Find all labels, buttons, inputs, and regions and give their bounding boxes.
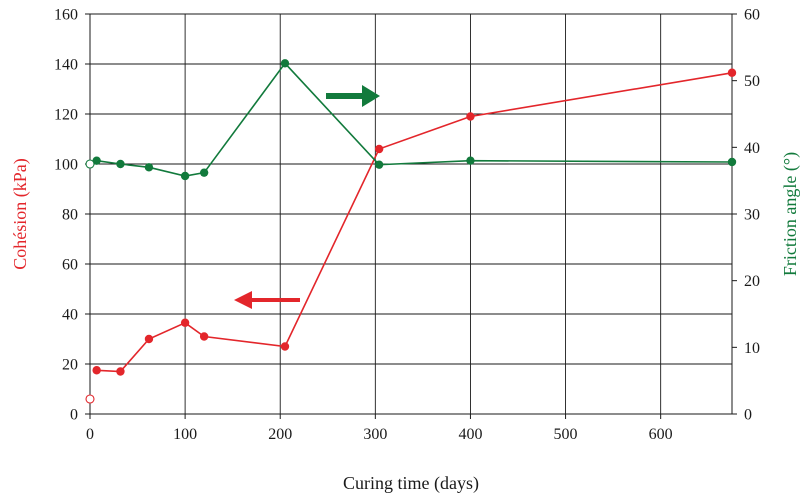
right-tick-label: 40 — [744, 140, 760, 157]
friction-angle-line — [96, 62, 733, 177]
x-tick-label: 600 — [649, 426, 673, 443]
left-tick-label: 80 — [62, 207, 78, 224]
left-axis-label: Cohésion (kPa) — [10, 158, 31, 270]
cohesion-point — [116, 367, 125, 376]
x-tick-label: 0 — [86, 426, 94, 443]
right-tick-label: 60 — [744, 7, 760, 24]
friction-angle-point — [144, 163, 154, 172]
right-tick-label: 0 — [744, 407, 752, 424]
cohesion-point — [92, 366, 101, 375]
cohesion-line — [96, 72, 733, 373]
x-tick-label: 300 — [363, 426, 387, 443]
left-tick-label: 120 — [54, 107, 78, 124]
cohesion-series — [85, 68, 737, 404]
x-tick-label: 400 — [458, 426, 482, 443]
x-tick-label: 500 — [554, 426, 578, 443]
left-tick-label: 0 — [70, 407, 78, 424]
left-tick-label: 20 — [62, 357, 78, 374]
x-tick-label: 200 — [268, 426, 292, 443]
friction-angle-point — [116, 159, 125, 169]
cohesion-point — [280, 342, 290, 351]
cohesion-point — [180, 318, 190, 327]
friction-angle-point — [466, 156, 475, 165]
grid — [90, 14, 732, 414]
cohesion-point — [144, 334, 154, 344]
left-axis-ticks: 0 20 40 60 80 100 120 140 160 — [54, 7, 90, 424]
friction-direction-arrow — [326, 85, 380, 107]
right-axis-label: Friction angle (°) — [780, 152, 801, 276]
right-tick-label: 20 — [744, 273, 760, 290]
left-tick-label: 160 — [54, 7, 78, 24]
cohesion-direction-arrow — [234, 291, 300, 309]
right-tick-label: 10 — [744, 340, 760, 357]
cohesion-point — [466, 112, 475, 121]
right-tick-label: 50 — [744, 73, 760, 90]
cohesion-point — [727, 68, 737, 77]
friction-angle-open-point — [85, 159, 95, 169]
right-axis-ticks: 0 10 20 30 40 50 60 — [732, 7, 760, 424]
cohesion-point — [374, 144, 384, 154]
friction-angle-point — [92, 156, 101, 165]
friction-angle-series — [85, 59, 737, 181]
friction-angle-point — [199, 168, 209, 177]
left-tick-label: 40 — [62, 307, 78, 324]
left-tick-label: 60 — [62, 257, 78, 274]
friction-angle-point — [180, 171, 190, 181]
left-tick-label: 140 — [54, 57, 78, 74]
friction-angle-point — [727, 157, 737, 167]
friction-angle-point — [374, 160, 384, 169]
annotations — [234, 85, 380, 309]
cohesion-point — [199, 332, 209, 341]
cohesion-open-point — [85, 394, 95, 404]
x-axis-ticks: 0 100 200 300 400 500 600 — [86, 414, 673, 443]
left-tick-label: 100 — [54, 157, 78, 174]
right-tick-label: 30 — [744, 207, 760, 224]
series-layer — [85, 59, 737, 404]
x-tick-label: 100 — [173, 426, 197, 443]
friction-angle-point — [280, 59, 290, 68]
x-axis-label: Curing time (days) — [343, 473, 479, 494]
